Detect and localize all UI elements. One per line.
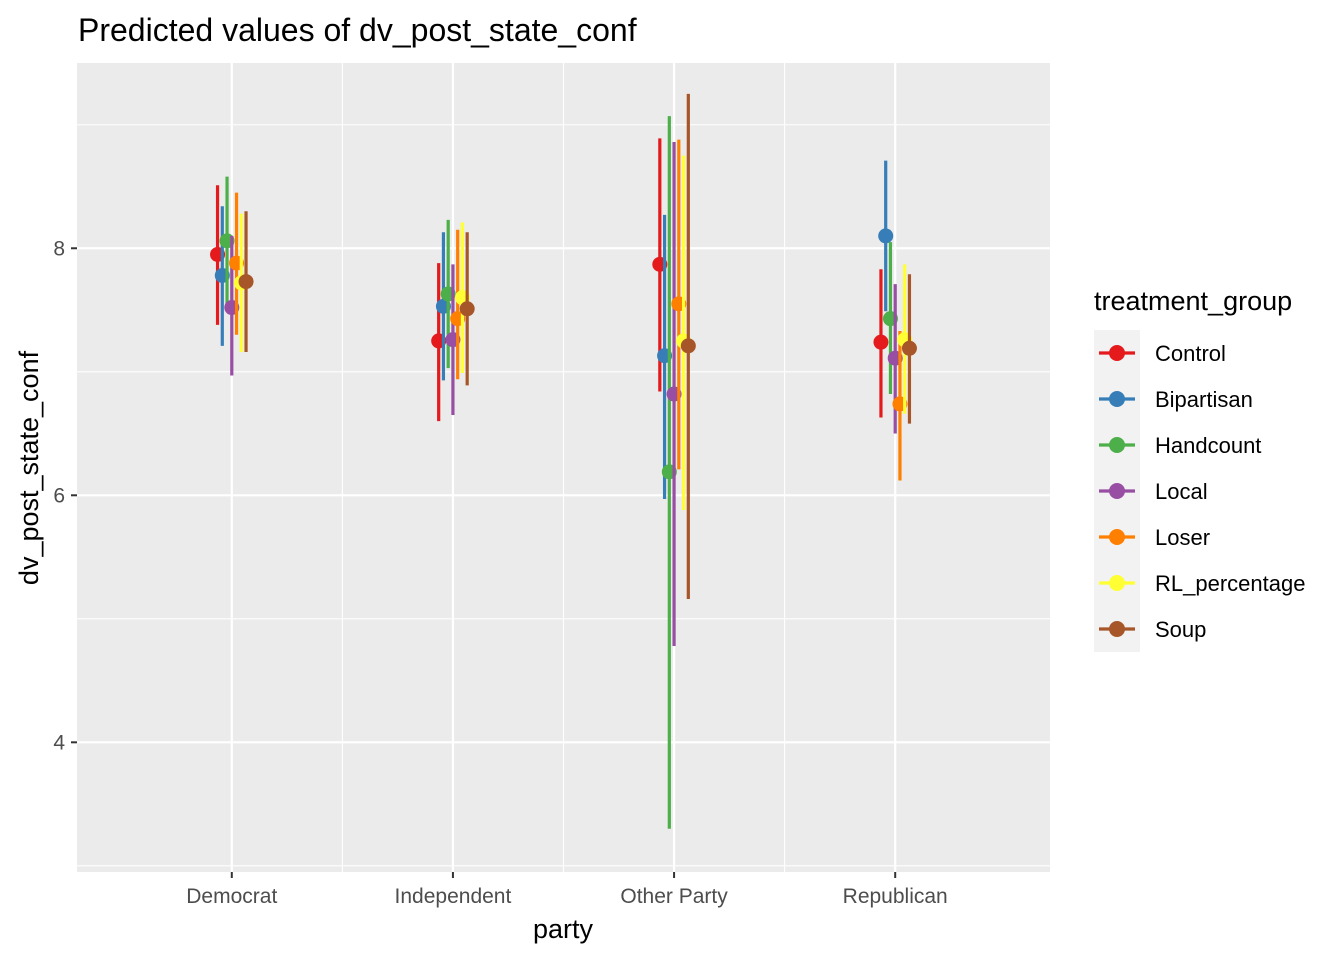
- x-tick-label: Republican: [843, 885, 948, 908]
- gridlines: [77, 63, 1050, 872]
- legend-key-point: [1109, 483, 1125, 499]
- legend-label: Control: [1155, 341, 1226, 366]
- legend-label: Local: [1155, 479, 1208, 504]
- axes: 4 6 8 Democrat Independent Other Party Republi…: [53, 237, 947, 908]
- legend-item: Soup: [1099, 617, 1206, 642]
- legend-item: Local: [1099, 479, 1208, 504]
- series-layer: [210, 93, 917, 829]
- y-axis-title: dv_post_state_conf: [14, 350, 44, 585]
- legend-item: Loser: [1099, 525, 1210, 550]
- legend-key-point: [1109, 437, 1125, 453]
- legend-item: Control: [1099, 341, 1226, 366]
- legend-key-point: [1109, 345, 1125, 361]
- y-tick-label: 6: [53, 484, 65, 507]
- x-axis-title: party: [533, 914, 594, 944]
- series-bipartisan: [214, 160, 894, 499]
- legend-item: Handcount: [1099, 433, 1261, 458]
- legend-label: Handcount: [1155, 433, 1261, 458]
- legend-item: Bipartisan: [1099, 387, 1253, 412]
- data-point: [238, 274, 254, 290]
- chart-title: Predicted values of dv_post_state_conf: [78, 12, 637, 48]
- data-point: [901, 340, 917, 356]
- legend-label: Loser: [1155, 525, 1210, 550]
- legend-key-point: [1109, 391, 1125, 407]
- legend-key-point: [1109, 621, 1125, 637]
- y-tick-label: 8: [53, 237, 65, 260]
- legend-label: RL_percentage: [1155, 571, 1305, 596]
- legend-item: RL_percentage: [1099, 571, 1305, 596]
- x-tick-label: Independent: [395, 885, 512, 908]
- x-tick-label: Democrat: [186, 885, 277, 908]
- y-tick-label: 4: [53, 731, 65, 754]
- legend: treatment_group Control Bipartisan Handcou…: [1094, 286, 1305, 652]
- data-point: [873, 334, 889, 350]
- legend-label: Bipartisan: [1155, 387, 1253, 412]
- data-point: [680, 338, 696, 354]
- data-point: [878, 228, 894, 244]
- legend-key-point: [1109, 575, 1125, 591]
- x-tick-label: Other Party: [620, 885, 728, 908]
- legend-key-point: [1109, 529, 1125, 545]
- data-point: [459, 301, 475, 317]
- series-soup: [238, 93, 917, 600]
- legend-title: treatment_group: [1094, 286, 1292, 316]
- legend-label: Soup: [1155, 617, 1206, 642]
